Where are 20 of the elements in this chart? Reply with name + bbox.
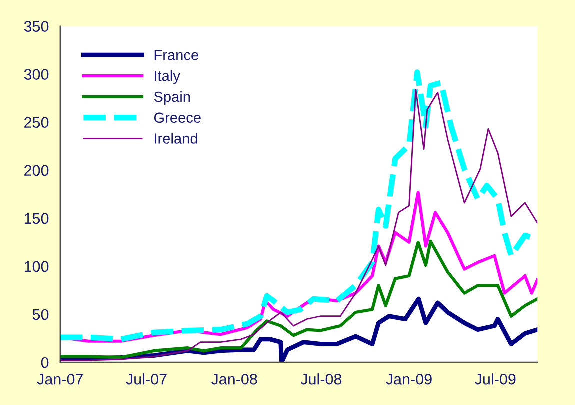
y-tick-label: 250 — [24, 117, 49, 128]
legend-label: Greece — [154, 112, 201, 124]
x-tick-label: Jul-07 — [126, 374, 167, 385]
x-tick-label: Jan-07 — [37, 374, 83, 385]
y-tick-label: 300 — [24, 69, 49, 80]
legend-label: France — [154, 50, 198, 60]
y-tick-label: 100 — [24, 261, 49, 272]
y-tick-label: 50 — [32, 309, 49, 320]
y-tick-label: 200 — [24, 165, 49, 176]
legend-label: Spain — [154, 91, 190, 106]
legend-label: Ireland — [155, 133, 198, 144]
x-tick-label: Jan-08 — [211, 374, 258, 385]
x-tick-label: Jan-09 — [386, 374, 432, 385]
y-tick-label: 350 — [24, 21, 49, 32]
y-tick-label: 0 — [41, 357, 49, 368]
x-tick-label: Jul-09 — [475, 374, 516, 385]
legend-label: Italy — [155, 70, 180, 84]
y-tick-label: 150 — [24, 213, 49, 224]
line-series — [60, 240, 538, 360]
x-tick-label: Jul-08 — [300, 374, 342, 385]
